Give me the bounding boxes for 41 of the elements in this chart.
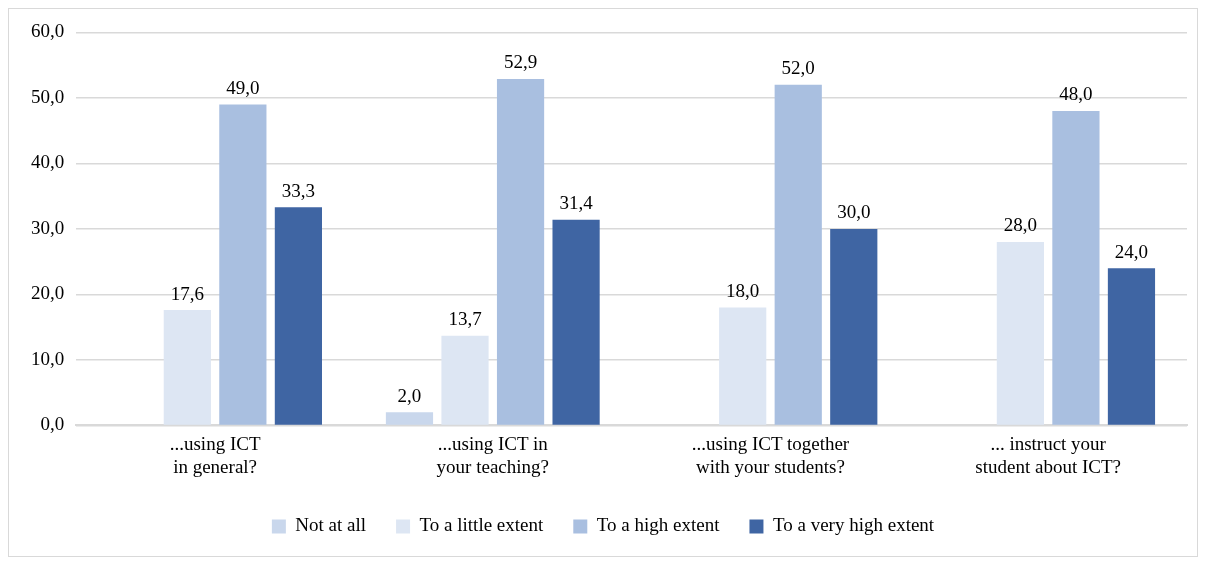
data-label: 13,7 (448, 308, 482, 330)
bar (1052, 111, 1100, 425)
y-tick-label: 10,0 (31, 347, 65, 369)
x-tick-label: ...using ICT in your teaching? (436, 432, 549, 477)
legend-label: To a high extent (596, 514, 721, 536)
data-label: 33,3 (281, 179, 316, 201)
data-label: 49,0 (226, 76, 260, 98)
bar (441, 335, 489, 425)
x-tick-label: ... instruct your student about ICT? (975, 432, 1121, 477)
bar (552, 219, 600, 425)
data-label: 2,0 (397, 384, 422, 406)
data-label: 24,0 (1114, 240, 1149, 262)
y-tick-label: 20,0 (31, 282, 65, 304)
data-label: 52,9 (503, 51, 538, 73)
data-label: 52,0 (781, 57, 815, 79)
data-label: 30,0 (837, 201, 871, 223)
bar (274, 207, 322, 425)
y-tick-label: 40,0 (31, 151, 65, 173)
data-label: 28,0 (1003, 214, 1038, 236)
x-tick-label: ...using ICT together with your students? (691, 432, 850, 477)
bar (1107, 268, 1156, 425)
bar (719, 307, 767, 425)
legend-label: To a very high extent (772, 514, 935, 536)
bar (219, 104, 267, 425)
data-label: 18,0 (726, 279, 760, 301)
y-tick-label: 0,0 (40, 413, 65, 435)
y-tick-label: 30,0 (31, 216, 65, 238)
x-tick-label: ...using ICT in general? (169, 432, 261, 477)
legend-label: Not at all (295, 514, 367, 536)
bar (996, 242, 1044, 425)
y-tick-label: 60,0 (31, 20, 65, 42)
bar (774, 84, 822, 425)
bar (385, 412, 434, 425)
data-label: 17,6 (170, 282, 204, 304)
data-label: 31,4 (559, 192, 594, 214)
bar (830, 228, 878, 425)
bar (496, 78, 545, 425)
legend-label: To a little extent (419, 514, 545, 536)
y-tick-label: 50,0 (31, 85, 65, 107)
data-label: 48,0 (1059, 83, 1093, 105)
bar (163, 310, 211, 425)
